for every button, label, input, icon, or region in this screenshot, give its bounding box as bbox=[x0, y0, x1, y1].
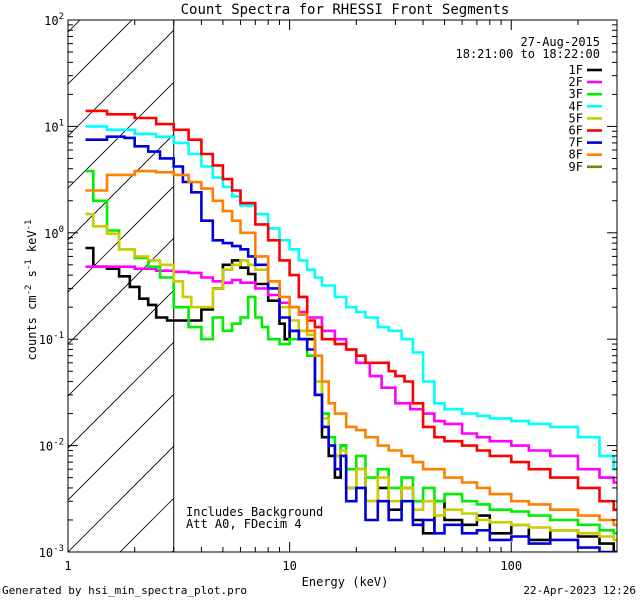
axis-ticks bbox=[67, 20, 618, 553]
hatch-line bbox=[68, 341, 174, 449]
hatch-line bbox=[68, 237, 174, 345]
hatch-lines bbox=[0, 0, 174, 552]
generated-by-text: Generated by hsi_min_spectra_plot.pro bbox=[2, 584, 247, 597]
series-group bbox=[85, 109, 617, 552]
legend-label-6F: 6F bbox=[569, 124, 583, 138]
y-axis-label: counts cm-2 s-1 keV-1 bbox=[24, 220, 39, 361]
legend-label-4F: 4F bbox=[569, 99, 583, 113]
hatch-line bbox=[68, 185, 174, 293]
legend-label-2F: 2F bbox=[569, 75, 583, 89]
time-range-label: 18:21:00 to 18:22:00 bbox=[456, 47, 601, 61]
hatch-line bbox=[68, 393, 174, 501]
series-line-6F bbox=[85, 109, 617, 511]
y-tick-label-1: 100 bbox=[44, 225, 64, 241]
hatch-line bbox=[0, 0, 96, 552]
legend-label-7F: 7F bbox=[569, 136, 583, 150]
y-tick-label-0.01: 10-2 bbox=[39, 438, 64, 454]
legend-label-8F: 8F bbox=[569, 148, 583, 162]
x-tick-label-1: 1 bbox=[64, 559, 71, 573]
hatch-line bbox=[68, 29, 174, 137]
legend-label-9F: 9F bbox=[569, 160, 583, 174]
y-tick-labels: 102 101 100 10-1 10-2 10-3 bbox=[39, 12, 64, 560]
legend-label-1F: 1F bbox=[569, 63, 583, 77]
y-tick-label-10: 101 bbox=[44, 118, 64, 134]
chart-title: Count Spectra for RHESSI Front Segments bbox=[181, 2, 510, 18]
series-line-2F bbox=[85, 265, 617, 484]
hatch-line bbox=[68, 445, 174, 552]
y-tick-label-0.1: 10-1 bbox=[39, 331, 64, 347]
plot-frame bbox=[67, 19, 618, 553]
y-tick-label-100: 102 bbox=[44, 12, 64, 28]
series-line-3F bbox=[85, 169, 617, 535]
timestamp-text: 22-Apr-2023 12:26 bbox=[523, 584, 636, 597]
x-axis-label: Energy (keV) bbox=[302, 575, 389, 589]
y-tick-label-0.001: 10-3 bbox=[39, 544, 64, 560]
hatch-line bbox=[68, 20, 133, 85]
date-label: 27-Aug-2015 bbox=[521, 35, 600, 49]
attenuator-annotation: Att A0, FDecim 4 bbox=[186, 517, 302, 531]
series-line-4F bbox=[85, 125, 617, 471]
background-annotation: Includes Background bbox=[186, 505, 323, 519]
x-tick-label-10: 10 bbox=[282, 559, 296, 573]
series-line-8F bbox=[85, 169, 617, 527]
series-line-5F bbox=[85, 212, 617, 542]
x-tick-label-100: 100 bbox=[500, 559, 522, 573]
legend-label-3F: 3F bbox=[569, 87, 583, 101]
legend-label-5F: 5F bbox=[569, 111, 583, 125]
series-line-7F bbox=[85, 135, 617, 552]
hatch-line bbox=[68, 133, 174, 241]
hatch-line bbox=[68, 81, 174, 189]
